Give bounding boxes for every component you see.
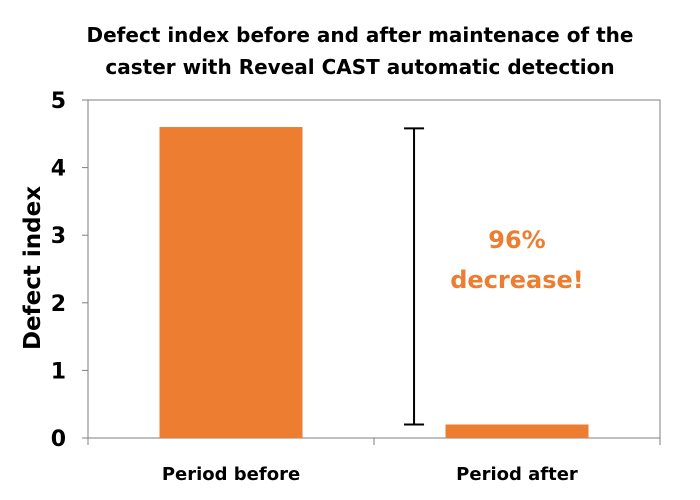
x-tick-label: Period before — [162, 464, 300, 485]
annotation-text: 96% — [488, 226, 545, 254]
plot-area: 0 1 2 3 4 5 Period before Period after 96% decrea… — [51, 89, 661, 485]
chart-title-line-1: Defect index before and after maintenace… — [87, 23, 634, 47]
y-tick-label: 4 — [51, 157, 66, 182]
y-tick-label: 0 — [51, 427, 66, 452]
y-tick-label: 1 — [51, 359, 66, 384]
y-axis-label: Defect index — [20, 186, 46, 350]
bar — [445, 424, 589, 438]
y-tick-label: 3 — [51, 224, 66, 249]
bar — [159, 127, 303, 438]
y-tick-label: 2 — [51, 292, 66, 317]
x-tick-label: Period after — [456, 464, 578, 485]
annotation-text: decrease! — [450, 266, 584, 294]
y-tick-label: 5 — [51, 89, 66, 114]
chart-title-line-2: caster with Reveal CAST automatic detect… — [105, 55, 614, 79]
